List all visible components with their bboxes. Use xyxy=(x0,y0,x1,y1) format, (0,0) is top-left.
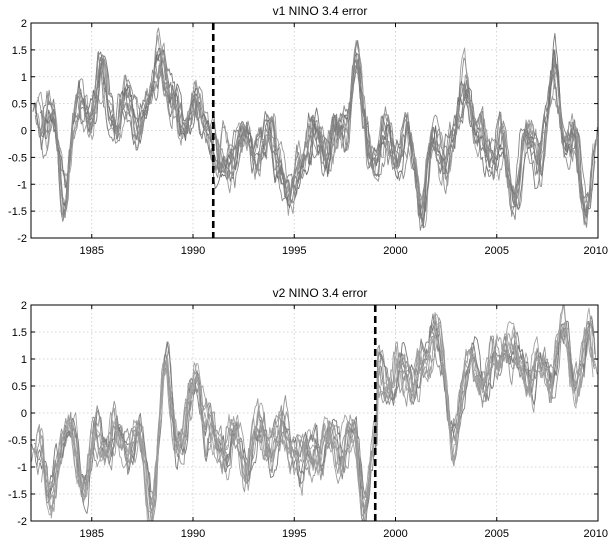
series-line-8 xyxy=(39,41,597,218)
y-tick-label: 0 xyxy=(21,126,27,138)
x-tick-label: 1985 xyxy=(80,528,104,540)
y-tick-label: -2 xyxy=(17,233,27,245)
chart-panel-v2: v2 NINO 3.4 error -2-1.5-1-0.500.511.52 … xyxy=(8,286,608,540)
x-tick-label: 2010 xyxy=(584,245,608,257)
y-tick-label: 1 xyxy=(21,72,27,84)
chart-title: v1 NINO 3.4 error xyxy=(273,4,368,18)
x-tick-label: 2000 xyxy=(383,528,407,540)
y-tick-label: -0.5 xyxy=(8,435,27,447)
x-tick-label: 1990 xyxy=(181,245,205,257)
series-line-10 xyxy=(31,313,593,521)
y-tick-labels: -2 -1.5 -1 -0.5 0 0.5 1 1.5 2 xyxy=(8,18,598,245)
y-tick-label: 0 xyxy=(21,408,27,420)
y-tick-label: -1 xyxy=(17,179,27,191)
chart-title: v2 NINO 3.4 error xyxy=(273,286,368,300)
series-group xyxy=(31,305,598,521)
x-tick-labels: 1985 1990 1995 2000 2005 2010 xyxy=(80,305,608,540)
x-tick-label: 1985 xyxy=(80,245,104,257)
y-tick-label: -2 xyxy=(17,516,27,528)
y-tick-label: 1.5 xyxy=(12,327,27,339)
y-tick-label: -1.5 xyxy=(8,489,27,501)
series-line-9 xyxy=(37,39,594,218)
x-tick-label: 1995 xyxy=(282,528,306,540)
y-tick-label: 2 xyxy=(21,18,27,30)
series-line-1 xyxy=(41,312,598,512)
series-line-9 xyxy=(33,305,596,514)
series-line-8 xyxy=(36,321,598,521)
chart-panel-v1: v1 NINO 3.4 error -2-1.5-1-0.500.511.52 … xyxy=(8,4,608,257)
x-tick-labels: 1985 1990 1995 2000 2005 2010 xyxy=(80,23,608,257)
x-tick-label: 2005 xyxy=(485,245,509,257)
series-line-5 xyxy=(34,54,598,226)
series-line-7 xyxy=(38,305,594,521)
series-line-10 xyxy=(34,39,597,222)
series-group xyxy=(32,27,598,231)
series-line-6 xyxy=(40,307,596,521)
x-tick-label: 1995 xyxy=(282,245,306,257)
y-tick-labels: -2 -1.5 -1 -0.5 0 0.5 1 1.5 2 xyxy=(8,300,598,528)
y-tick-label: 2 xyxy=(21,300,27,312)
y-tick-label: 0.5 xyxy=(12,381,27,393)
series-line-7 xyxy=(42,53,592,231)
y-tick-label: 0.5 xyxy=(12,99,27,111)
x-tick-label: 2005 xyxy=(485,528,509,540)
y-tick-label: -0.5 xyxy=(8,152,27,164)
y-tick-label: 1.5 xyxy=(12,45,27,57)
x-tick-label: 2000 xyxy=(383,245,407,257)
y-tick-label: -1.5 xyxy=(8,206,27,218)
x-tick-label: 1990 xyxy=(181,528,205,540)
y-tick-label: -1 xyxy=(17,462,27,474)
x-tick-label: 2010 xyxy=(584,528,608,540)
y-tick-label: 1 xyxy=(21,354,27,366)
